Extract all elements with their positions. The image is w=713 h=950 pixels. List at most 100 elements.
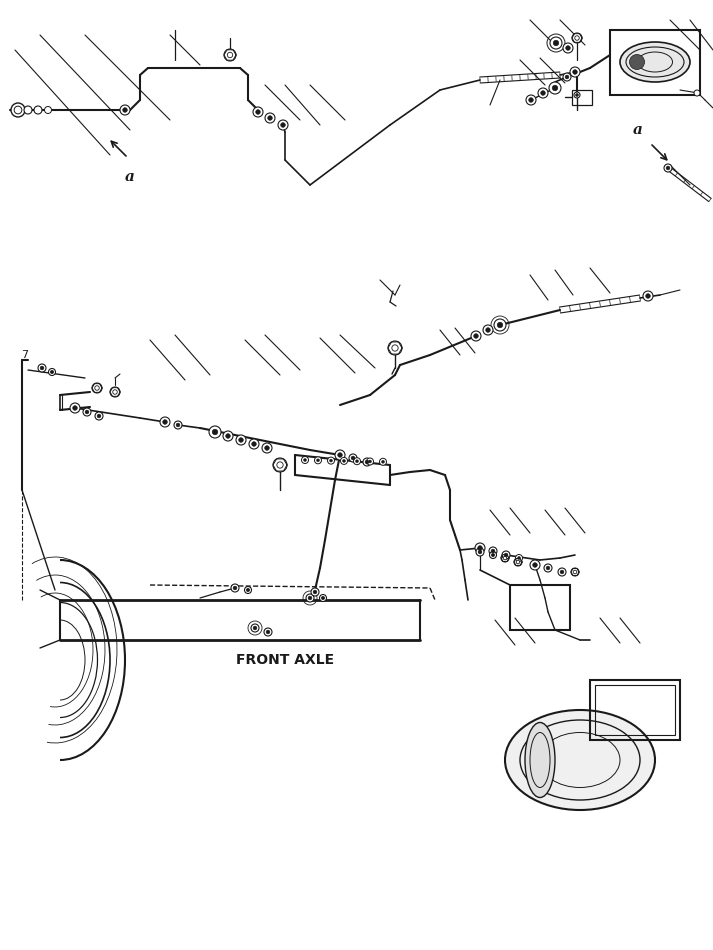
Circle shape [319,595,327,601]
Circle shape [209,426,221,438]
Circle shape [574,92,580,98]
Circle shape [473,333,478,338]
Circle shape [515,555,523,561]
Circle shape [356,460,359,463]
Circle shape [363,458,371,466]
Circle shape [313,590,317,594]
Circle shape [83,408,91,416]
Circle shape [489,547,497,555]
Circle shape [70,403,80,413]
Circle shape [575,36,579,40]
Circle shape [262,443,272,453]
Circle shape [314,457,322,464]
Ellipse shape [620,42,690,82]
Circle shape [503,556,507,560]
Circle shape [302,457,309,464]
Circle shape [491,554,495,557]
Ellipse shape [525,723,555,797]
Circle shape [563,43,573,53]
Circle shape [251,624,259,632]
Circle shape [546,566,550,570]
Circle shape [265,113,275,123]
Circle shape [563,73,571,81]
Circle shape [352,456,355,460]
Circle shape [97,414,101,418]
Circle shape [526,95,536,105]
Circle shape [174,421,182,429]
Circle shape [491,549,495,553]
Circle shape [236,435,246,445]
Text: a: a [125,170,135,184]
Circle shape [540,91,545,95]
Circle shape [40,366,43,370]
Circle shape [123,107,127,112]
Circle shape [249,439,259,449]
Circle shape [160,417,170,427]
Circle shape [565,75,569,79]
Bar [610,30,700,95]
Circle shape [381,461,384,464]
Circle shape [306,594,314,602]
Circle shape [664,164,672,172]
Circle shape [338,453,342,457]
Circle shape [533,562,538,567]
Circle shape [553,86,558,90]
Circle shape [504,553,508,557]
Circle shape [575,94,578,96]
Circle shape [544,564,552,572]
Circle shape [11,103,25,117]
Circle shape [317,459,319,462]
Circle shape [24,106,32,114]
Circle shape [369,460,371,463]
Circle shape [38,364,46,372]
Circle shape [666,166,670,170]
Circle shape [273,458,287,472]
Circle shape [478,545,482,550]
Circle shape [502,551,510,559]
Circle shape [44,106,51,113]
Circle shape [120,105,130,115]
Circle shape [490,552,496,559]
Text: a: a [633,123,643,137]
Circle shape [95,386,99,390]
Circle shape [494,319,506,331]
Circle shape [571,568,579,576]
Circle shape [266,630,270,634]
Circle shape [245,586,252,594]
Circle shape [233,586,237,590]
Circle shape [349,454,357,462]
Circle shape [514,558,522,566]
Circle shape [483,325,493,335]
Circle shape [388,341,402,355]
Circle shape [322,597,324,599]
Ellipse shape [630,54,645,69]
Circle shape [51,370,53,373]
Text: FRONT AXLE: FRONT AXLE [236,653,334,667]
Circle shape [518,557,520,560]
Circle shape [253,626,257,630]
Circle shape [327,457,334,465]
Circle shape [643,291,653,301]
Circle shape [227,52,232,58]
Circle shape [694,90,700,96]
Circle shape [247,588,250,592]
Circle shape [354,458,361,465]
Circle shape [278,120,288,130]
Circle shape [113,390,117,394]
Circle shape [570,67,580,77]
Circle shape [550,37,562,49]
Circle shape [73,406,77,410]
Circle shape [223,431,233,441]
Circle shape [163,420,168,425]
Circle shape [85,410,89,414]
Circle shape [572,33,582,43]
Bar [572,90,592,105]
Circle shape [281,123,285,127]
Circle shape [110,387,120,397]
Circle shape [252,442,256,446]
Circle shape [239,438,243,443]
Circle shape [530,560,540,570]
Circle shape [335,450,345,460]
Circle shape [553,40,559,46]
Circle shape [34,106,42,114]
